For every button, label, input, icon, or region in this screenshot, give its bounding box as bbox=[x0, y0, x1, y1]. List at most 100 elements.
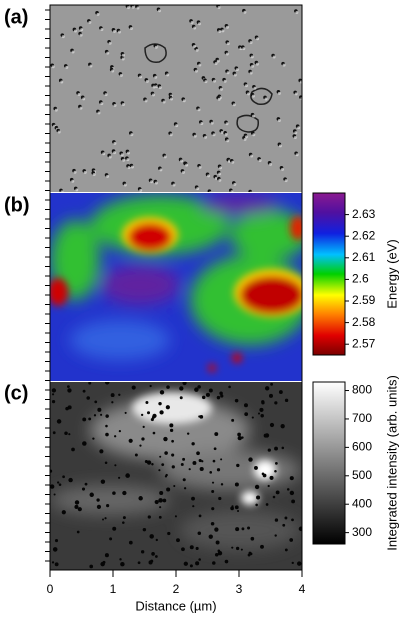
dark-spot bbox=[235, 527, 240, 532]
defect-halo bbox=[233, 182, 237, 186]
x-tick-label: 0 bbox=[47, 582, 54, 596]
dark-spot bbox=[201, 460, 204, 463]
defect-halo bbox=[251, 94, 255, 98]
defect-halo bbox=[221, 29, 225, 33]
dark-spot bbox=[74, 500, 80, 505]
defect-halo bbox=[216, 59, 220, 63]
dark-spot bbox=[159, 410, 164, 415]
dark-spot bbox=[289, 490, 295, 496]
dark-spot bbox=[118, 393, 121, 396]
dark-spot bbox=[53, 493, 56, 496]
colorbar-tick-label: 2.63 bbox=[352, 207, 376, 221]
dark-spot bbox=[268, 393, 273, 398]
dark-spot bbox=[149, 534, 154, 539]
dark-spot bbox=[241, 436, 244, 439]
dark-spot bbox=[291, 561, 294, 565]
dark-spot bbox=[224, 559, 229, 564]
dark-spot bbox=[247, 526, 251, 530]
dark-spot bbox=[197, 385, 201, 389]
panel-b-image bbox=[50, 193, 302, 381]
dark-spot bbox=[118, 429, 121, 433]
dark-spot bbox=[51, 561, 55, 564]
defect-halo bbox=[154, 181, 158, 185]
defect-halo bbox=[65, 65, 69, 69]
dark-spot bbox=[100, 413, 103, 416]
defect-halo bbox=[172, 183, 176, 187]
defect-halo bbox=[244, 135, 248, 139]
defect-halo bbox=[210, 121, 214, 125]
defect-halo bbox=[218, 172, 222, 176]
defect-halo bbox=[113, 151, 117, 155]
dark-spot bbox=[105, 414, 109, 418]
defect-halo bbox=[169, 133, 173, 137]
defect-halo bbox=[198, 165, 202, 169]
dark-spot bbox=[171, 439, 174, 443]
dark-spot bbox=[282, 523, 286, 527]
defect-halo bbox=[218, 29, 222, 33]
defect-halo bbox=[226, 71, 230, 75]
defect-halo bbox=[73, 170, 77, 174]
dark-spot bbox=[182, 457, 186, 461]
dark-spot bbox=[237, 509, 240, 513]
dark-spot bbox=[205, 392, 210, 397]
defect-halo bbox=[131, 5, 135, 9]
dark-spot bbox=[234, 482, 239, 487]
dark-spot bbox=[208, 388, 213, 393]
dark-spot bbox=[263, 433, 268, 438]
dark-spot bbox=[191, 496, 195, 501]
dark-spot bbox=[297, 561, 302, 566]
dark-spot bbox=[118, 476, 121, 479]
dark-spot bbox=[134, 453, 138, 457]
defect-halo bbox=[158, 86, 162, 90]
dark-spot bbox=[231, 505, 234, 508]
dark-spot bbox=[281, 446, 285, 450]
defect-halo bbox=[181, 170, 185, 174]
defect-halo bbox=[242, 47, 246, 51]
defect-halo bbox=[126, 6, 130, 10]
defect-halo bbox=[119, 73, 123, 77]
defect-halo bbox=[250, 55, 254, 59]
dark-spot bbox=[269, 475, 274, 480]
dark-spot bbox=[220, 394, 224, 398]
dark-spot bbox=[181, 547, 185, 552]
defect-halo bbox=[277, 91, 281, 95]
defect-halo bbox=[295, 11, 299, 15]
panel-label: (a) bbox=[4, 6, 28, 28]
defect-halo bbox=[194, 69, 198, 73]
defect-halo bbox=[108, 155, 112, 159]
defect-halo bbox=[247, 92, 251, 96]
defect-halo bbox=[198, 63, 202, 67]
defect-halo bbox=[249, 40, 253, 44]
dark-spot bbox=[216, 468, 221, 472]
defect-halo bbox=[253, 86, 257, 90]
dark-spot bbox=[142, 425, 145, 429]
colorbar-tick-label: 2.6 bbox=[352, 272, 369, 286]
dark-spot bbox=[155, 538, 158, 542]
defect-halo bbox=[166, 73, 170, 77]
defect-halo bbox=[219, 87, 223, 91]
dark-spot bbox=[141, 437, 145, 441]
defect-halo bbox=[224, 132, 228, 136]
dark-spot bbox=[155, 555, 158, 558]
dark-spot bbox=[56, 481, 60, 484]
defect-halo bbox=[225, 25, 229, 29]
defect-halo bbox=[54, 108, 58, 112]
defect-halo bbox=[214, 62, 218, 66]
dark-spot bbox=[77, 507, 82, 512]
dark-spot bbox=[102, 518, 105, 521]
dark-spot bbox=[196, 451, 200, 456]
defect-halo bbox=[243, 10, 247, 14]
defect-halo bbox=[126, 158, 130, 162]
dark-spot bbox=[62, 475, 65, 479]
defect-halo bbox=[154, 45, 158, 49]
dark-spot bbox=[280, 424, 285, 429]
dark-spot bbox=[217, 549, 221, 553]
dark-spot bbox=[213, 447, 217, 451]
dark-spot bbox=[159, 490, 164, 495]
defect-halo bbox=[121, 53, 125, 57]
dark-spot bbox=[247, 553, 251, 557]
defect-halo bbox=[79, 33, 83, 37]
dark-spot bbox=[139, 444, 142, 447]
defect-halo bbox=[106, 51, 110, 55]
dark-spot bbox=[125, 473, 130, 478]
